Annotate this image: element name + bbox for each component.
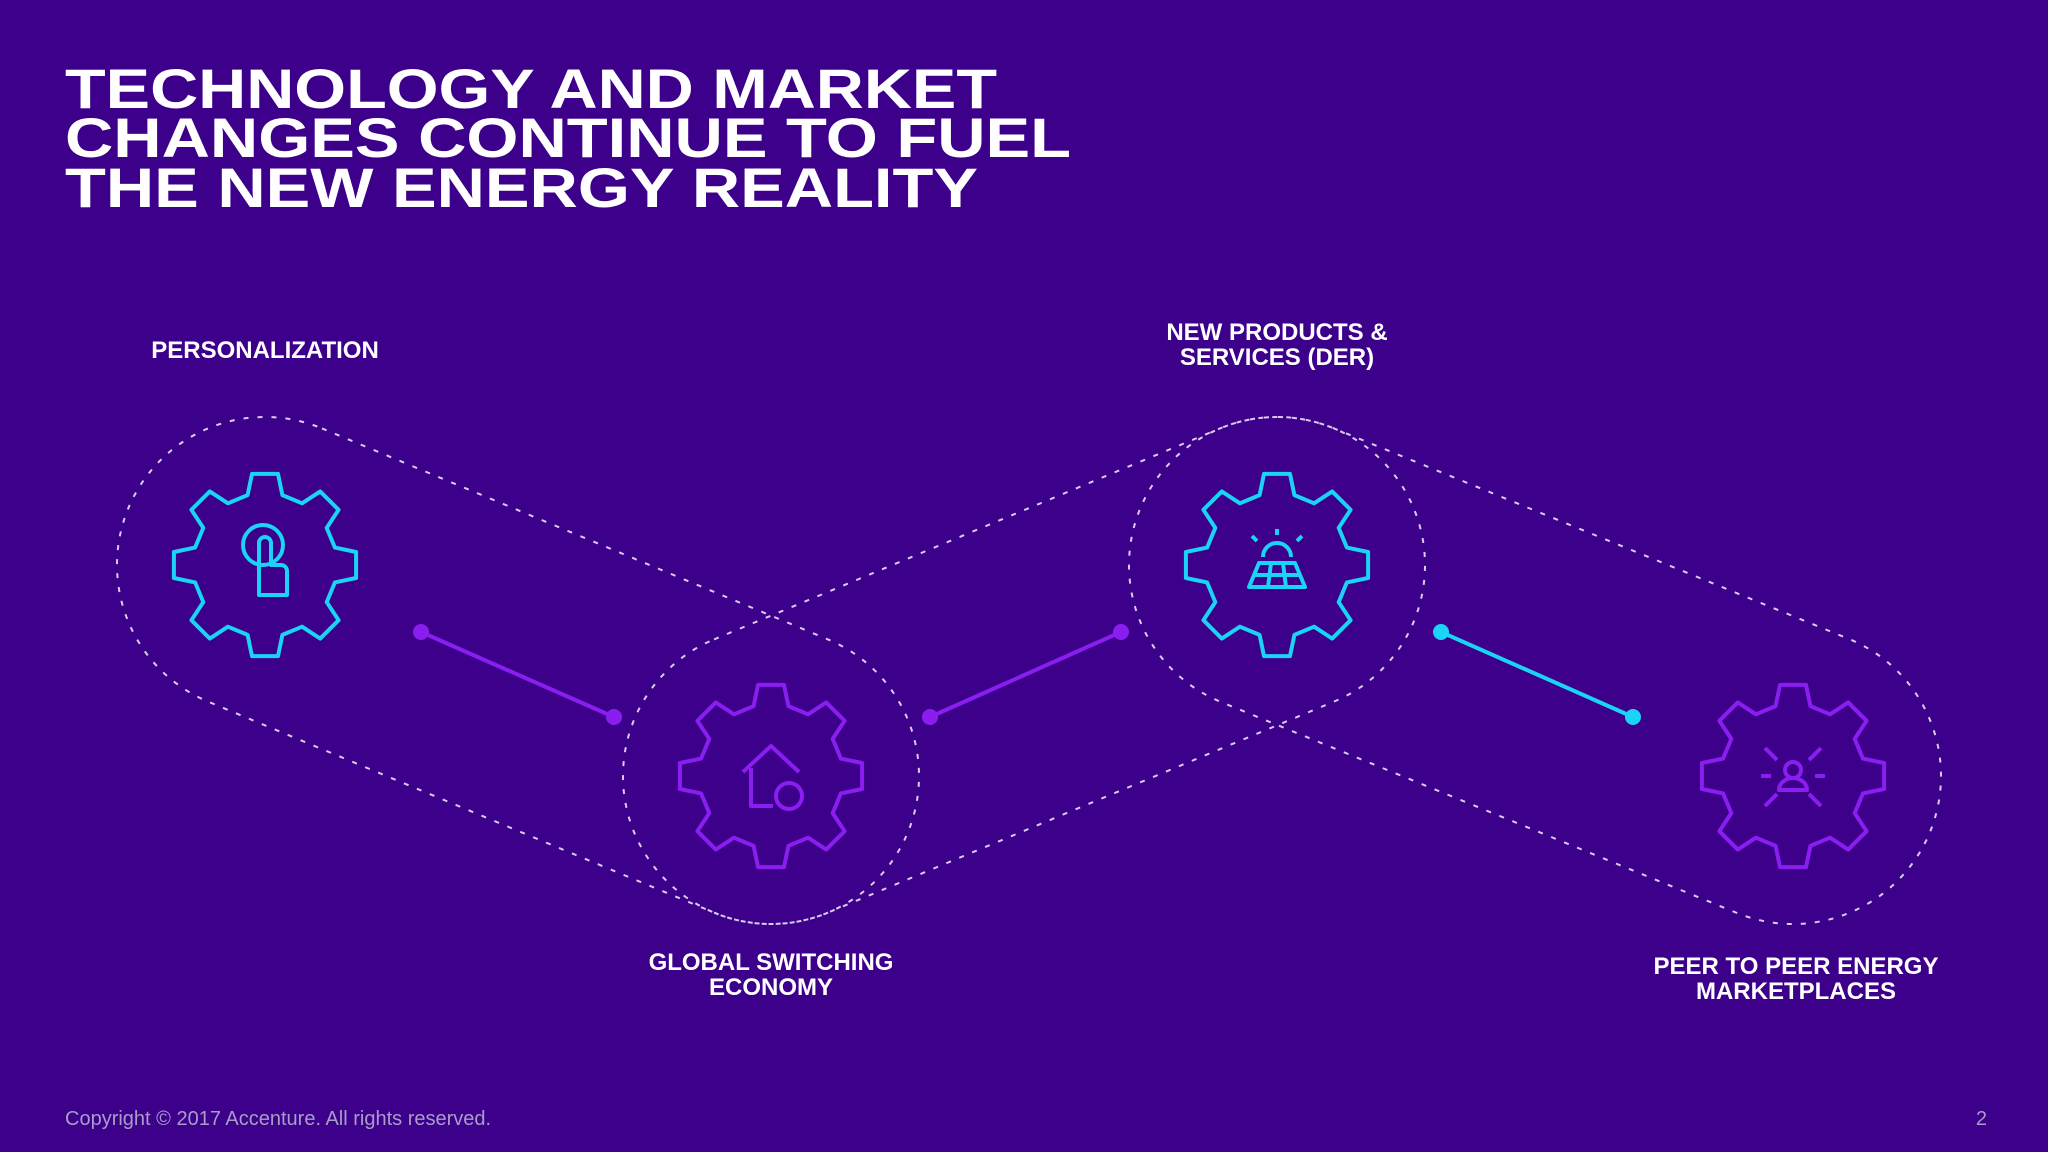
node-label: PERSONALIZATION	[151, 337, 379, 364]
copyright: Copyright © 2017 Accenture. All rights r…	[65, 1108, 491, 1130]
title-line: TECHNOLOGY AND MARKET	[65, 57, 997, 120]
connector-dot	[1113, 624, 1129, 640]
connector	[420, 630, 615, 719]
title-line: THE NEW ENERGY REALITY	[65, 156, 978, 219]
connector	[929, 630, 1122, 719]
icon-part	[241, 523, 285, 567]
node-label: ECONOMY	[709, 974, 833, 1001]
gear-icon	[1183, 471, 1371, 659]
node-label: SERVICES (DER)	[1180, 344, 1374, 371]
connector-dot	[606, 709, 622, 725]
gear	[1699, 682, 1887, 870]
gear	[171, 471, 359, 659]
gear	[1183, 471, 1371, 659]
page-number: 2	[1976, 1108, 1987, 1130]
icon-part	[1247, 561, 1307, 589]
gear	[677, 682, 865, 870]
connector-dot	[1433, 624, 1449, 640]
dashed-capsule	[621, 416, 1426, 926]
connector-dot	[1625, 709, 1641, 725]
connector-dot	[922, 709, 938, 725]
node-label: NEW PRODUCTS &	[1166, 319, 1387, 346]
icon-part	[1761, 746, 1825, 808]
gear-icon	[1699, 682, 1887, 870]
node-label: GLOBAL SWITCHING	[649, 949, 894, 976]
node-label: PEER TO PEER ENERGY	[1654, 953, 1939, 980]
connector	[1440, 630, 1634, 719]
gear-icon	[677, 682, 865, 870]
icon-part	[1250, 529, 1304, 558]
dashed-capsule	[116, 415, 920, 925]
icon-part	[257, 535, 289, 597]
icon-part	[774, 781, 804, 811]
connector-dot	[413, 624, 429, 640]
icon-part	[741, 744, 801, 808]
node-label: MARKETPLACES	[1696, 978, 1896, 1005]
gear-icon	[171, 471, 359, 659]
title-line: CHANGES CONTINUE TO FUEL	[65, 106, 1071, 169]
